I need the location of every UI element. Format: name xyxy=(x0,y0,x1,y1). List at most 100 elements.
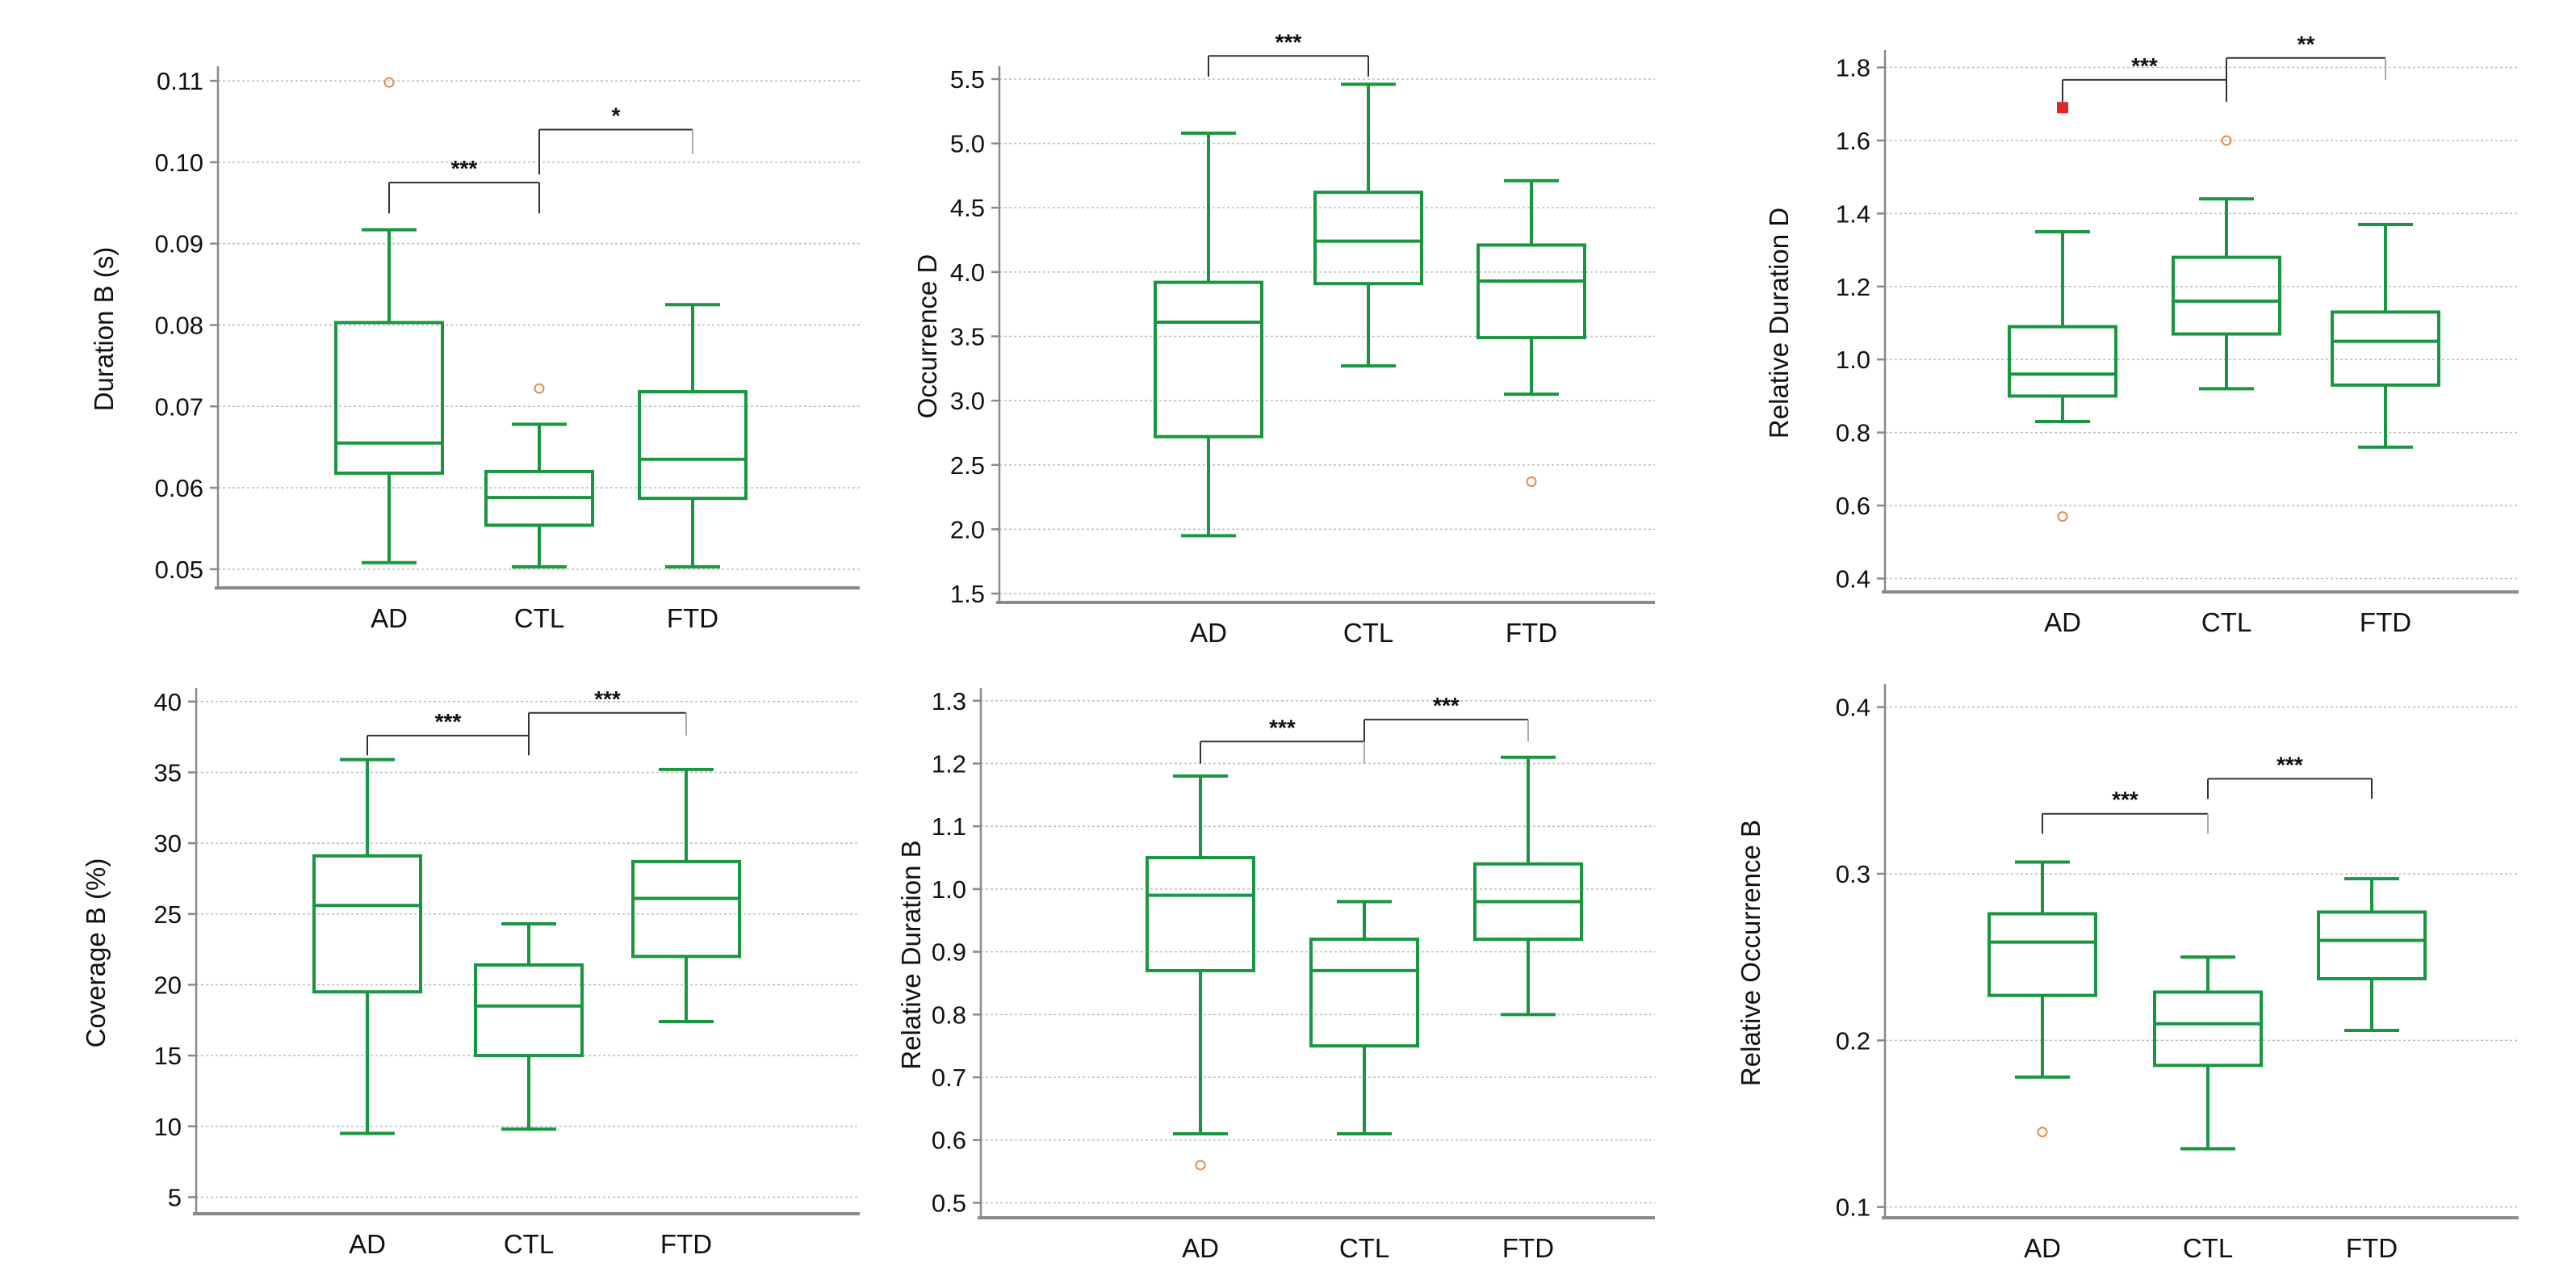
y-tick-label: 0.4 xyxy=(1836,694,1870,722)
box-ctl xyxy=(2153,955,2263,1151)
y-tick-label: 0.2 xyxy=(1836,1026,1870,1055)
significance-bracket-ad-ctl: *** xyxy=(2042,787,2209,834)
iqr-box xyxy=(1154,280,1263,438)
outlier-point xyxy=(1195,1160,1206,1171)
box-ftd xyxy=(638,303,748,569)
outlier-point xyxy=(1526,476,1537,487)
iqr-box xyxy=(631,859,741,959)
significance-label: *** xyxy=(2131,53,2158,78)
x-tick-label-ftd: FTD xyxy=(1502,1233,1554,1263)
iqr-box xyxy=(2153,990,2263,1068)
chart-panel-5: 0.5 0.6 0.7 0.8 0.9 1.0 1.1 1.2 1.3 AD CTL FTD Relat… xyxy=(896,687,1655,1263)
y-tick-label: 0.3 xyxy=(1836,860,1870,888)
y-tick-label: 5.5 xyxy=(950,65,985,94)
y-tick-label: 0.09 xyxy=(155,230,203,258)
significance-bracket-ctl-ftd: ** xyxy=(2226,31,2386,103)
x-tick-label-ctl: CTL xyxy=(2201,607,2251,637)
y-tick-label: 30 xyxy=(154,829,182,858)
box-ad xyxy=(1146,774,1255,1171)
x-tick-label-ad: AD xyxy=(1190,618,1227,648)
y-tick-label: 1.4 xyxy=(1836,199,1870,228)
x-tick-label-ftd: FTD xyxy=(1506,618,1557,648)
x-tick-label-ad: AD xyxy=(2044,607,2081,637)
y-tick-label: 0.4 xyxy=(1836,564,1870,593)
significance-bracket-ctl-ftd: *** xyxy=(1363,693,1529,742)
iqr-box xyxy=(638,390,748,501)
y-tick-label: 10 xyxy=(154,1113,182,1141)
y-tick-label: 2.0 xyxy=(950,515,985,543)
box-ad xyxy=(1154,131,1263,538)
iqr-box xyxy=(1309,938,1419,1048)
y-tick-label: 0.5 xyxy=(932,1189,966,1217)
iqr-box xyxy=(334,321,444,475)
significance-bracket-ad-ctl: *** xyxy=(1200,715,1365,764)
y-tick-label: 0.8 xyxy=(932,1001,966,1029)
box-ctl xyxy=(2172,135,2281,391)
box-ftd xyxy=(1476,178,1586,487)
significance-label: * xyxy=(612,103,621,128)
y-tick-label: 0.1 xyxy=(1836,1194,1870,1222)
x-tick-label-ftd: FTD xyxy=(2360,607,2411,637)
box-ctl xyxy=(474,922,584,1131)
y-tick-label: 3.5 xyxy=(950,323,985,351)
panels: 0.05 0.06 0.07 0.08 0.09 0.10 0.11 AD CTL FTD Dura… xyxy=(81,29,2519,1263)
chart-panel-2: 1.5 2.0 2.5 3.0 3.5 4.0 4.5 5.0 5.5 AD CTL FTD Occur… xyxy=(912,29,1655,648)
significance-label: *** xyxy=(1269,715,1296,740)
y-tick-label: 1.0 xyxy=(1836,346,1870,374)
iqr-box xyxy=(474,963,584,1058)
y-tick-label: 1.8 xyxy=(1836,54,1870,82)
significance-label: ** xyxy=(2297,31,2315,57)
significance-label: *** xyxy=(594,686,621,711)
y-tick-label: 5.0 xyxy=(950,130,985,158)
x-tick-label-ctl: CTL xyxy=(514,603,564,633)
chart-panel-4: 5 10 15 20 25 30 35 40 AD CTL FTD Coverage B (%) ***… xyxy=(81,686,860,1259)
iqr-box xyxy=(2317,910,2427,980)
iqr-box xyxy=(2008,325,2117,398)
chart-panel-1: 0.05 0.06 0.07 0.08 0.09 0.10 0.11 AD CTL FTD Dura… xyxy=(89,66,860,633)
significance-bracket-ctl-ftd: *** xyxy=(528,686,687,756)
y-tick-label: 15 xyxy=(154,1042,182,1070)
box-ad xyxy=(1987,860,2097,1138)
box-ad xyxy=(312,757,422,1135)
y-tick-label: 4.0 xyxy=(950,258,985,287)
extreme-point xyxy=(2057,102,2068,114)
significance-bracket-ctl-ftd: *** xyxy=(2207,752,2373,799)
y-axis-title: Relative Duration B xyxy=(896,840,926,1069)
y-tick-label: 0.07 xyxy=(155,392,203,421)
y-tick-label: 2.5 xyxy=(950,451,985,480)
x-tick-label-ctl: CTL xyxy=(504,1229,554,1259)
box-ftd xyxy=(2317,877,2427,1032)
y-tick-label: 0.11 xyxy=(157,67,203,95)
y-tick-label: 3.0 xyxy=(950,387,985,415)
significance-bracket-ad-ctl: *** xyxy=(2062,53,2227,103)
iqr-box xyxy=(312,854,422,994)
x-tick-label-ad: AD xyxy=(1182,1233,1219,1263)
box-ad xyxy=(2008,102,2117,522)
significance-label: *** xyxy=(1275,29,1302,54)
y-tick-label: 0.6 xyxy=(1836,492,1870,520)
y-tick-label: 0.6 xyxy=(932,1127,966,1155)
y-tick-label: 0.7 xyxy=(932,1064,966,1092)
y-tick-label: 0.8 xyxy=(1836,419,1870,447)
iqr-box xyxy=(1313,191,1423,286)
outlier-point xyxy=(2057,511,2068,522)
x-tick-label-ctl: CTL xyxy=(1343,618,1393,648)
iqr-box xyxy=(1987,912,2097,997)
x-tick-label-ctl: CTL xyxy=(1339,1233,1389,1263)
y-tick-label: 1.5 xyxy=(950,580,985,608)
y-tick-label: 1.3 xyxy=(932,687,966,715)
y-tick-label: 0.06 xyxy=(155,474,203,502)
x-tick-label-ad: AD xyxy=(349,1229,386,1259)
y-tick-label: 25 xyxy=(154,900,182,929)
iqr-box xyxy=(2331,310,2440,387)
outlier-point xyxy=(534,383,545,394)
significance-label: *** xyxy=(2112,787,2138,812)
iqr-box xyxy=(1146,856,1255,972)
significance-label: *** xyxy=(435,709,462,734)
box-ctl xyxy=(484,383,594,569)
y-tick-label: 1.6 xyxy=(1836,127,1870,155)
y-axis-title: Relative Duration D xyxy=(1764,208,1794,438)
significance-label: *** xyxy=(1433,693,1460,718)
x-tick-label-ftd: FTD xyxy=(667,603,718,633)
